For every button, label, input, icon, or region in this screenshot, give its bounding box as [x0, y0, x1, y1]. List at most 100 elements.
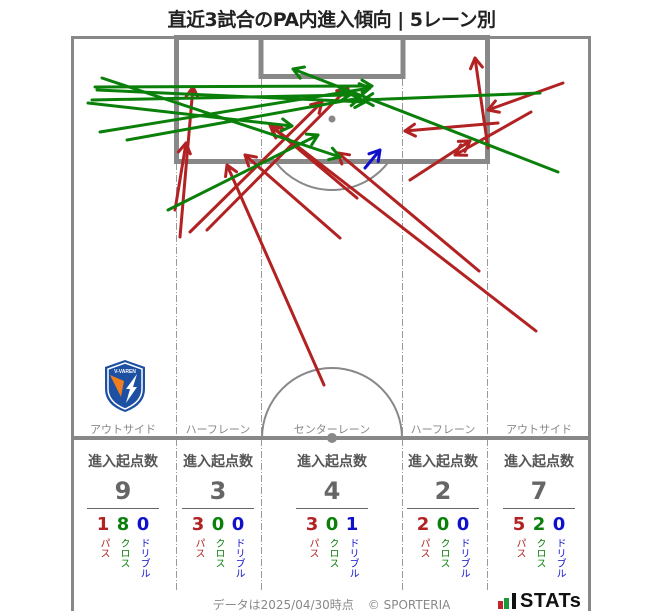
bar-chart-icon [498, 593, 516, 609]
divider [182, 508, 254, 509]
stat-dribble-count: 0 [456, 514, 470, 535]
stat-cross-label: クロス [534, 538, 545, 568]
stat-pass-count: 3 [191, 514, 205, 535]
pass-arrow [468, 56, 490, 150]
stat-pass-count: 2 [416, 514, 430, 535]
lane-label: ハーフレーン [185, 423, 251, 436]
stat-pass-label: パス [307, 538, 318, 558]
stat-dribble: 1 ドリブル [345, 514, 359, 579]
stat-dribble-count: 0 [136, 514, 150, 535]
stat-cross: 0 クロス [436, 515, 450, 578]
stat-pass-count: 1 [96, 514, 110, 535]
stat-dribble-label: ドリブル [554, 538, 565, 578]
stat-pass: 3 パス [305, 515, 319, 578]
stat-breakdown: 3 パス 0 クロス 1 ドリブル [282, 514, 382, 579]
stat-dribble: 0 ドリブル [552, 514, 566, 579]
stat-dribble: 0 ドリブル [136, 514, 150, 579]
stat-cross: 0 クロス [211, 515, 225, 578]
stat-total: 9 [114, 477, 132, 505]
lane-stat-block: 進入起点数 4 3 パス 0 クロス 1 ドリブル [282, 452, 382, 578]
lane-label: アウトサイド [506, 423, 572, 436]
lane-label: センターレーン [293, 423, 371, 436]
stat-cross-label: クロス [213, 538, 224, 568]
page-title: 直近3試合のPA内進入傾向 | 5レーン別 [167, 9, 496, 31]
stat-pass-label: パス [98, 538, 109, 558]
stat-pass: 1 パス [96, 515, 110, 578]
stat-cross-label: クロス [118, 538, 129, 568]
stat-heading: 進入起点数 [88, 454, 158, 470]
stat-dribble-count: 0 [231, 514, 245, 535]
pass-arrow [205, 86, 350, 232]
stat-total: 7 [530, 477, 548, 505]
stat-total: 2 [434, 477, 452, 505]
stat-pass-count: 3 [305, 514, 319, 535]
stat-pass: 5 パス [512, 515, 526, 578]
pass-arrow [486, 81, 565, 114]
cross-arrow [86, 101, 294, 133]
stat-breakdown: 3 パス 0 クロス 0 ドリブル [168, 514, 268, 579]
lane-label: アウトサイド [90, 423, 156, 436]
cross-arrow [291, 65, 560, 174]
lane-stat-block: 進入起点数 3 3 パス 0 クロス 0 ドリブル [168, 452, 268, 578]
stat-pass: 3 パス [191, 515, 205, 578]
stat-pass-label: パス [514, 538, 525, 558]
stat-cross-label: クロス [327, 538, 338, 568]
data-date: データは2025/04/30時点 [212, 598, 354, 612]
pass-arrow [173, 141, 192, 212]
stat-breakdown: 5 パス 2 クロス 0 ドリブル [489, 514, 589, 579]
entry-arrows [86, 56, 565, 387]
copyright: © SPORTERIA [367, 598, 451, 612]
stat-pass: 2 パス [416, 515, 430, 578]
stat-cross: 0 クロス [325, 515, 339, 578]
divider [296, 508, 368, 509]
stat-cross-count: 8 [116, 514, 130, 535]
brand-name: STATs [520, 590, 582, 612]
cross-arrow [361, 91, 542, 108]
penalty-arc [274, 161, 390, 191]
stat-heading: 進入起点数 [504, 454, 574, 470]
cross-arrow [125, 92, 362, 142]
stat-total: 3 [209, 477, 227, 505]
cross-arrow [90, 87, 352, 103]
stat-cross-count: 0 [325, 514, 339, 535]
stat-cross: 2 クロス [532, 515, 546, 578]
divider [87, 508, 159, 509]
lane-stat-block: 進入起点数 9 1 パス 8 クロス 0 ドリブル [73, 452, 173, 578]
dribble-arrow [363, 148, 382, 170]
penalty-spot [328, 115, 336, 123]
stat-dribble-label: ドリブル [347, 538, 358, 578]
lane-label: ハーフレーン [410, 423, 476, 436]
svg-text:V-VAREN: V-VAREN [114, 369, 136, 375]
lane-stat-block: 進入起点数 7 5 パス 2 クロス 0 ドリブル [489, 452, 589, 578]
stat-heading: 進入起点数 [297, 454, 367, 470]
goal-area [258, 35, 406, 79]
team-logo: V-VAREN [105, 360, 145, 412]
stat-pass-label: パス [418, 538, 429, 558]
stat-dribble-count: 1 [345, 514, 359, 535]
stat-heading: 進入起点数 [408, 454, 478, 470]
center-spot [327, 433, 337, 443]
stat-breakdown: 1 パス 8 クロス 0 ドリブル [73, 514, 173, 579]
lane-stat-block: 進入起点数 2 2 パス 0 クロス 0 ドリブル [393, 452, 493, 578]
pass-arrow [336, 151, 481, 273]
stat-heading: 進入起点数 [183, 454, 253, 470]
stat-cross: 8 クロス [116, 515, 130, 578]
stat-cross-label: クロス [438, 538, 449, 568]
stat-cross-count: 2 [532, 514, 546, 535]
stat-dribble-label: ドリブル [458, 538, 469, 578]
pass-arrow [268, 123, 538, 333]
stat-cross-count: 0 [436, 514, 450, 535]
stat-total: 4 [323, 477, 341, 505]
stat-dribble-count: 0 [552, 514, 566, 535]
divider [407, 508, 479, 509]
footer: データは2025/04/30時点 © SPORTERIA [0, 596, 663, 613]
stat-pass-label: パス [193, 538, 204, 558]
pass-arrow [178, 85, 200, 239]
center-circle [261, 367, 403, 439]
stat-dribble: 0 ドリブル [456, 514, 470, 579]
pass-arrow [224, 163, 326, 387]
pass-arrow [243, 153, 342, 240]
cross-arrow [93, 78, 374, 94]
stat-cross-count: 0 [211, 514, 225, 535]
